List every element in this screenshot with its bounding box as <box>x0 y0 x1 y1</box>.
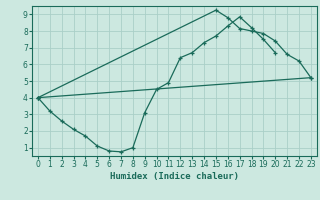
X-axis label: Humidex (Indice chaleur): Humidex (Indice chaleur) <box>110 172 239 181</box>
